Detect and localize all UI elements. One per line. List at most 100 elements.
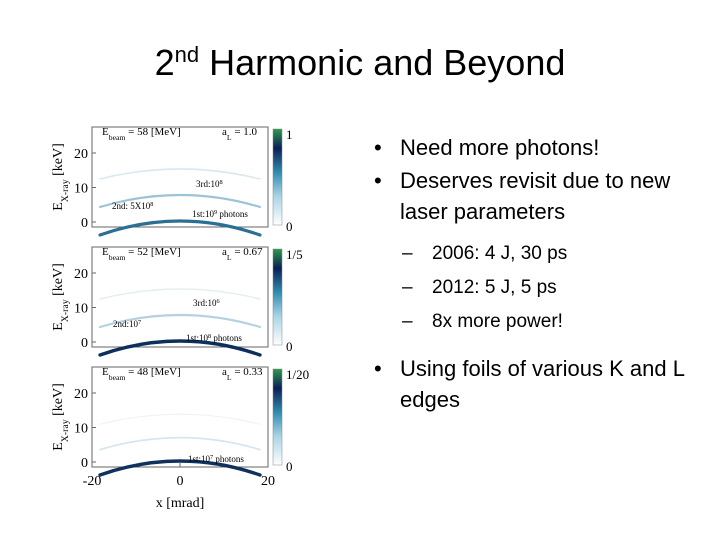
laser-parameter-sub: L [227, 253, 232, 262]
annotation-sup: 8 [220, 179, 223, 186]
annotation-base: 1st:10 [186, 333, 209, 343]
laser-parameter-rest: = 0.33 [232, 366, 263, 378]
beam-energy-sub: beam [109, 133, 126, 142]
beam-energy-sub: beam [109, 253, 126, 262]
y-axis-label-rest: [keV] [51, 383, 66, 419]
annotation: 3rd:108 [196, 179, 223, 190]
y-axis-label-base: E [51, 322, 66, 331]
bullet-text: Need more photons! [400, 135, 600, 160]
annotation-sup: 7 [138, 319, 141, 326]
colorbar-label: 0 [286, 339, 293, 354]
colorbar [272, 248, 283, 346]
emission-arc [99, 413, 261, 425]
y-tick-label: 0 [81, 456, 88, 471]
emission-arc [99, 436, 261, 451]
y-tick-label: 10 [74, 422, 88, 437]
y-axis-label-sub: X-ray [60, 179, 71, 202]
annotation: 2nd: 5X108 [112, 201, 153, 212]
annotation-base: 1st:10 [188, 454, 211, 464]
emission-arc [98, 194, 262, 209]
laser-parameter: aL = 1.0 [222, 126, 258, 142]
title-text: Harmonic and Beyond [209, 42, 566, 83]
emission-arc [98, 459, 262, 477]
annotation-base: 2nd: 5X10 [112, 201, 151, 211]
plot-frame [91, 126, 269, 228]
annotation-rest: photons [217, 209, 248, 219]
beam-energy-rest: = 52 [MeV] [125, 246, 180, 258]
y-tick-label: 10 [74, 182, 88, 197]
bullet: Deserves revisit due to new laser parame… [368, 165, 688, 339]
annotation: 1st:108 photons [186, 333, 242, 344]
beam-energy-rest: = 48 [MeV] [125, 366, 180, 378]
colorbar [272, 368, 283, 466]
colorbar-label: 0 [286, 219, 293, 234]
annotation-sup: 8 [150, 201, 153, 208]
laser-parameter: aL = 0.33 [222, 366, 263, 382]
laser-parameter-sub: L [227, 133, 232, 142]
annotation: 1st:109 photons [192, 209, 248, 220]
colorbar [272, 128, 283, 226]
colorbar-label: 0 [286, 459, 293, 474]
y-tick-label: 10 [74, 302, 88, 317]
emission-arc [99, 168, 261, 180]
emission-arc [98, 314, 262, 329]
annotation-rest: photons [213, 454, 244, 464]
colorbar-label: 1/5 [286, 247, 303, 262]
annotation-rest: photons [211, 333, 242, 343]
y-axis-label-base: E [51, 202, 66, 211]
colorbar-label: 1 [286, 127, 293, 142]
beam-energy-sub: beam [109, 373, 126, 382]
sub-bullet: 8x more power! [400, 305, 688, 339]
x-tick-label: 20 [261, 474, 275, 489]
annotation: 2nd:107 [113, 319, 141, 330]
y-axis-label-rest: [keV] [51, 263, 66, 299]
laser-parameter-base: a [222, 366, 227, 378]
y-axis-label-base: E [51, 442, 66, 451]
annotation-sup: 7 [210, 454, 213, 461]
beam-energy: Ebeam = 48 [MeV] [102, 366, 181, 382]
y-tick-label: 20 [74, 267, 88, 282]
emission-arc [98, 339, 262, 357]
y-tick-label: 0 [81, 216, 88, 231]
y-axis-label: EX-ray [keV] [51, 263, 71, 331]
y-axis-label: EX-ray [keV] [51, 383, 71, 451]
y-tick-label: 0 [81, 336, 88, 351]
plot-frame [91, 366, 269, 468]
laser-parameter-rest: = 1.0 [232, 126, 258, 138]
annotation: 3rd:106 [193, 298, 220, 309]
bullet: Using foils of various K and L edges [368, 353, 688, 415]
x-tick-label: -20 [83, 474, 102, 489]
laser-parameter: aL = 0.67 [222, 246, 263, 262]
annotation-sup: 8 [208, 333, 211, 340]
emission-arc [99, 288, 261, 300]
sub-bullet-text: 2006: 4 J, 30 ps [432, 243, 568, 264]
beam-energy-base: E [102, 126, 109, 138]
laser-parameter-base: a [222, 126, 227, 138]
y-axis-label: EX-ray [keV] [51, 143, 71, 211]
y-axis-label-sub: X-ray [60, 299, 71, 322]
y-tick-label: 20 [74, 147, 88, 162]
annotation-base: 3rd:10 [193, 298, 217, 308]
sub-bullet: 2012: 5 J, 5 ps [400, 271, 688, 305]
beam-energy: Ebeam = 58 [MeV] [102, 126, 181, 142]
y-axis-label-sub: X-ray [60, 419, 71, 442]
bullet: Need more photons! [368, 132, 688, 163]
beam-energy-base: E [102, 366, 109, 378]
beam-energy: Ebeam = 52 [MeV] [102, 246, 181, 262]
beam-energy-base: E [102, 246, 109, 258]
annotation-base: 3rd:10 [196, 179, 220, 189]
plot-frame [91, 246, 269, 348]
annotation-sup: 6 [217, 298, 220, 305]
annotation-base: 1st:10 [192, 209, 215, 219]
x-tick-label: 0 [177, 474, 184, 489]
title-text: 2 [154, 42, 175, 83]
colorbar-label: 1/20 [286, 367, 309, 382]
title-superscript: nd [174, 42, 200, 67]
sub-bullet-text: 2012: 5 J, 5 ps [432, 277, 557, 298]
beam-energy-rest: = 58 [MeV] [125, 126, 180, 138]
laser-parameter-sub: L [227, 373, 232, 382]
bullet-text: Using foils of various K and L edges [400, 356, 685, 412]
y-tick-label: 20 [74, 387, 88, 402]
